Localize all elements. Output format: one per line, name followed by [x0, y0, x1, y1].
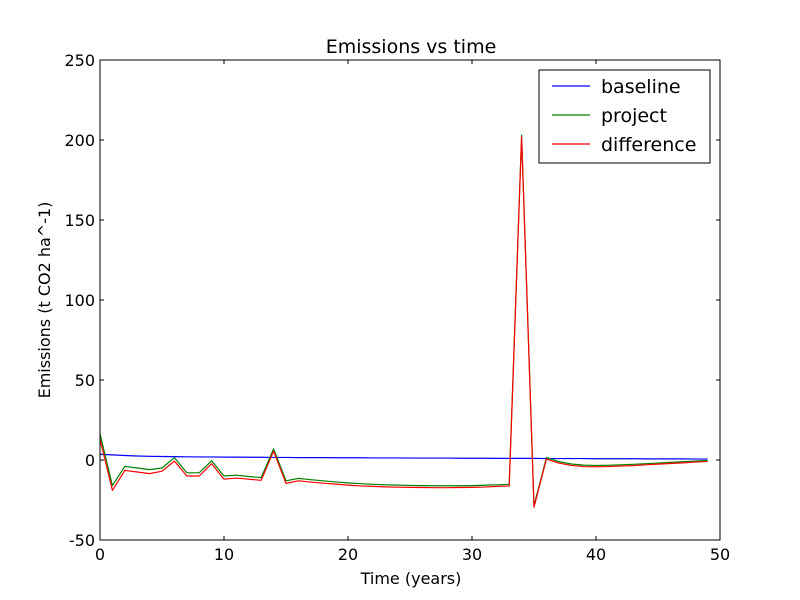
x-axis-label: Time (years): [360, 569, 462, 588]
legend-label-difference: difference: [601, 134, 696, 156]
y-tick-label: 50: [75, 371, 95, 390]
x-tick-label: 0: [95, 545, 105, 564]
y-tick-label: 150: [64, 211, 95, 230]
x-tick-label: 30: [462, 545, 482, 564]
y-tick-label: 100: [64, 291, 95, 310]
series-line-project: [99, 134, 708, 507]
y-tick-label: 200: [64, 131, 95, 150]
legend-label-baseline: baseline: [601, 76, 681, 98]
y-axis-label: Emissions (t CO2 ha^-1): [35, 202, 54, 399]
y-tick-label: 250: [64, 51, 95, 70]
series-line-difference: [99, 136, 708, 508]
y-tick-label: -50: [69, 531, 95, 550]
legend: baseline project difference: [538, 69, 711, 164]
x-tick-label: 50: [710, 545, 730, 564]
legend-label-project: project: [601, 105, 667, 127]
x-tick-label: 20: [338, 545, 358, 564]
plot-lines: [99, 134, 708, 508]
series-line-baseline: [99, 453, 708, 460]
chart-title: Emissions vs time: [326, 36, 497, 58]
y-tick-label: 0: [85, 451, 95, 470]
x-tick-label: 40: [586, 545, 606, 564]
x-tick-label: 10: [214, 545, 234, 564]
